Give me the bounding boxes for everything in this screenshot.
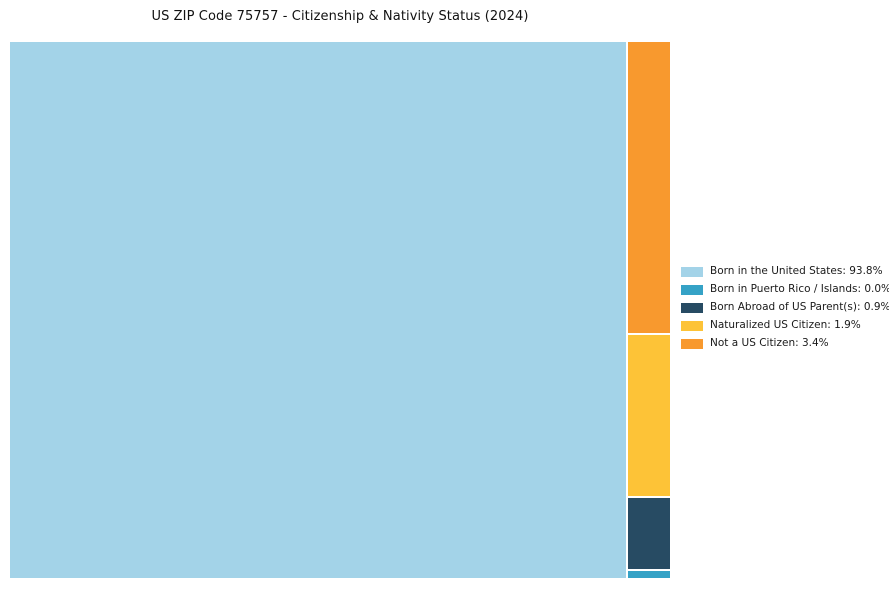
treemap-block-born-in-puerto-rico-islands (628, 571, 670, 578)
legend-item-born-in-puerto-rico-islands: Born in Puerto Rico / Islands: 0.0% (681, 284, 889, 295)
legend-label-naturalized-us-citizen: Naturalized US Citizen: 1.9% (710, 319, 861, 331)
treemap-block-born-in-united-states (10, 42, 626, 578)
legend-swatch-born-in-united-states (681, 266, 703, 277)
legend-item-naturalized-us-citizen: Naturalized US Citizen: 1.9% (681, 320, 889, 331)
legend-swatch-born-in-puerto-rico-islands (681, 284, 703, 295)
legend-item-born-in-united-states: Born in the United States: 93.8% (681, 266, 889, 277)
legend-item-not-a-us-citizen: Not a US Citizen: 3.4% (681, 338, 889, 349)
treemap (10, 42, 670, 578)
chart-title: US ZIP Code 75757 - Citizenship & Nativi… (151, 9, 529, 24)
treemap-block-naturalized-us-citizen (628, 335, 670, 496)
legend-swatch-not-a-us-citizen (681, 338, 703, 349)
treemap-block-not-a-us-citizen (628, 42, 670, 333)
legend-label-born-abroad-of-us-parents: Born Abroad of US Parent(s): 0.9% (710, 301, 889, 313)
legend-label-born-in-united-states: Born in the United States: 93.8% (710, 265, 883, 277)
legend-label-born-in-puerto-rico-islands: Born in Puerto Rico / Islands: 0.0% (710, 283, 889, 295)
treemap-block-born-abroad-of-us-parents (628, 498, 670, 569)
legend-label-not-a-us-citizen: Not a US Citizen: 3.4% (710, 337, 829, 349)
legend-swatch-naturalized-us-citizen (681, 320, 703, 331)
legend-swatch-born-abroad-of-us-parents (681, 302, 703, 313)
legend-item-born-abroad-of-us-parents: Born Abroad of US Parent(s): 0.9% (681, 302, 889, 313)
legend: Born in the United States: 93.8% Born in… (681, 266, 889, 356)
